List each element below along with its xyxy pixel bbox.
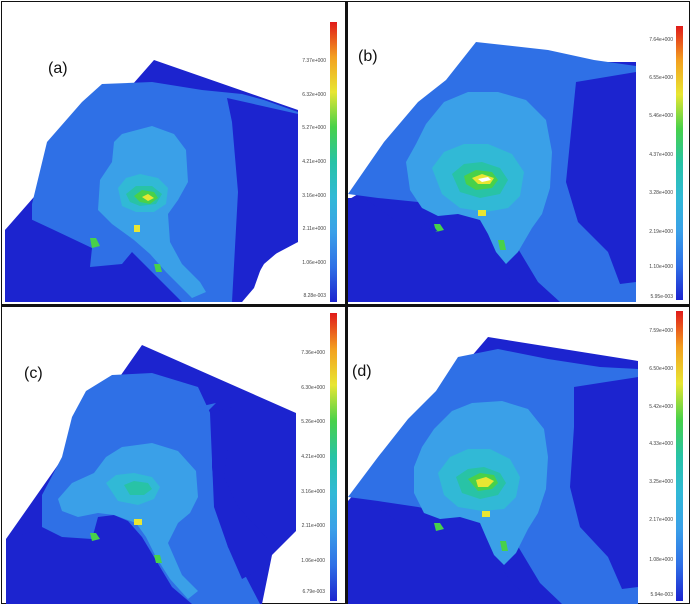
panel-b-label: (b) xyxy=(358,48,378,65)
contour-region xyxy=(482,511,490,517)
scale-tick: 2.17e+000 xyxy=(649,516,673,523)
color-scale-bar xyxy=(330,22,337,302)
scale-tick: 5.95e-003 xyxy=(650,294,673,301)
contour-plot-a xyxy=(5,60,298,302)
contour-region xyxy=(90,533,100,541)
contour-region xyxy=(142,194,154,201)
color-scale-bar xyxy=(676,311,683,601)
scale-tick: 5.94e-003 xyxy=(650,592,673,599)
contour-region xyxy=(90,238,100,248)
scale-tick: 5.46e+000 xyxy=(649,113,673,120)
contour-region xyxy=(58,443,198,599)
scale-tick: 8.28e-003 xyxy=(303,293,326,300)
contour-region xyxy=(227,98,298,302)
scale-tick: 7.59e+000 xyxy=(649,328,673,335)
scale-tick: 5.42e+000 xyxy=(649,403,673,410)
contour-region xyxy=(498,240,506,250)
contour-plot-d xyxy=(348,337,638,604)
contour-region xyxy=(348,198,538,302)
contour-region xyxy=(134,225,140,232)
scale-tick: 3.25e+000 xyxy=(649,479,673,486)
contour-region xyxy=(154,264,162,272)
contour-region xyxy=(428,224,438,232)
scale-tick: 2.11e+000 xyxy=(301,523,325,530)
contour-region xyxy=(198,403,216,413)
contour-region xyxy=(566,72,636,284)
panel-c: (c) 7.36e+000 6.30e+000 5.26e+000 4.21e+… xyxy=(2,307,345,604)
scale-tick: 1.10e+000 xyxy=(649,264,673,271)
color-scale-bar xyxy=(676,26,683,300)
scale-tick: 6.55e+000 xyxy=(649,75,673,82)
contour-region xyxy=(124,481,152,495)
scale-tick: 4.37e+000 xyxy=(649,151,673,158)
scale-tick: 7.37e+000 xyxy=(302,58,326,65)
scale-tick: 6.32e+000 xyxy=(302,91,326,98)
contour-region xyxy=(348,501,538,604)
color-scale-ticks: 7.37e+000 6.32e+000 5.27e+000 4.21e+000 … xyxy=(286,22,326,302)
scale-tick: 4.21e+000 xyxy=(301,454,325,460)
color-scale-bar xyxy=(330,313,337,601)
panel-d-label: (d) xyxy=(352,363,372,380)
contour-region xyxy=(478,210,486,216)
scale-tick: 4.21e+000 xyxy=(302,159,326,165)
scale-tick: 2.11e+000 xyxy=(302,226,326,233)
contour-region xyxy=(6,515,192,604)
scale-tick: 5.26e+000 xyxy=(301,419,325,426)
contour-region xyxy=(570,377,638,589)
contour-region xyxy=(476,477,494,487)
contour-region xyxy=(5,216,182,302)
scale-tick: 6.50e+000 xyxy=(649,366,673,372)
contour-region xyxy=(478,177,491,182)
contour-region xyxy=(134,519,142,525)
scale-tick: 1.06e+000 xyxy=(302,259,326,266)
scale-tick: 3.28e+000 xyxy=(649,190,673,197)
scale-tick: 5.27e+000 xyxy=(302,125,326,132)
panel-a: (a) 7.37e+000 6.32e+000 5.27e+000 4.21e+… xyxy=(2,2,345,304)
scale-tick: 3.16e+000 xyxy=(301,488,325,495)
scale-tick: 4.33e+000 xyxy=(649,441,673,448)
panel-b: (b) 7.64e+000 6.55e+000 5.46e+000 4.37e+… xyxy=(348,2,690,304)
panel-a-label: (a) xyxy=(48,60,68,77)
color-scale-ticks: 7.64e+000 6.55e+000 5.46e+000 4.37e+000 … xyxy=(633,26,673,301)
contour-plot-b xyxy=(348,42,636,302)
color-scale-ticks: 7.36e+000 6.30e+000 5.26e+000 4.21e+000 … xyxy=(285,313,325,601)
scale-tick: 1.08e+000 xyxy=(649,557,673,564)
scale-tick: 2.19e+000 xyxy=(649,228,673,235)
scale-tick: 6.79e-003 xyxy=(302,589,325,596)
scale-tick: 7.36e+000 xyxy=(301,350,325,357)
scale-tick: 7.64e+000 xyxy=(649,36,673,43)
panel-c-label: (c) xyxy=(24,365,43,382)
scale-tick: 1.06e+000 xyxy=(301,557,325,564)
scale-tick: 3.16e+000 xyxy=(302,192,326,199)
contour-plot-c xyxy=(6,345,296,604)
contour-region xyxy=(500,541,508,551)
scale-tick: 6.30e+000 xyxy=(301,384,325,391)
color-scale-ticks: 7.59e+000 6.50e+000 5.42e+000 4.33e+000 … xyxy=(633,311,673,601)
panel-d: (d) 7.59e+000 6.50e+000 5.42e+000 4.33e+… xyxy=(348,307,690,604)
contour-region xyxy=(434,523,444,531)
vertical-divider xyxy=(345,1,348,604)
contour-region xyxy=(154,555,162,563)
contour-region xyxy=(210,407,268,579)
